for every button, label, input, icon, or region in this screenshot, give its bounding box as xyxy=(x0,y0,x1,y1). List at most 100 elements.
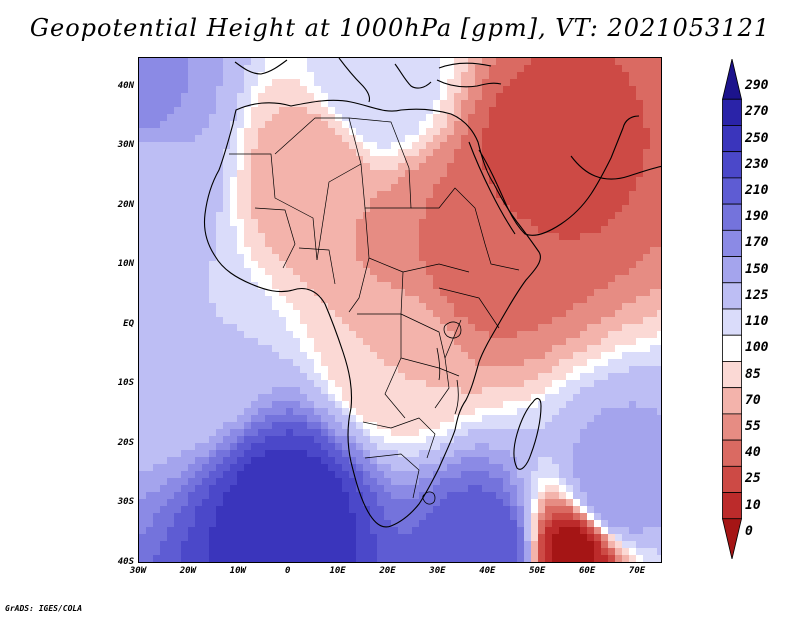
field-cell xyxy=(293,205,301,213)
field-cell xyxy=(524,338,532,346)
field-cell xyxy=(237,142,245,150)
field-cell xyxy=(258,149,266,157)
field-cell xyxy=(622,324,630,332)
field-cell xyxy=(531,79,539,87)
field-cell xyxy=(461,513,469,521)
field-cell xyxy=(468,296,476,304)
field-cell xyxy=(146,331,154,339)
field-cell xyxy=(146,289,154,297)
field-cell xyxy=(468,415,476,423)
field-cell xyxy=(531,177,539,185)
field-cell xyxy=(384,478,392,486)
field-cell xyxy=(321,359,329,367)
field-cell xyxy=(293,296,301,304)
field-cell xyxy=(335,408,343,416)
field-cell xyxy=(608,338,616,346)
field-cell xyxy=(384,254,392,262)
field-cell xyxy=(188,373,196,381)
field-cell xyxy=(160,338,168,346)
field-cell xyxy=(503,135,511,143)
field-cell xyxy=(370,142,378,150)
field-cell xyxy=(181,149,189,157)
field-cell xyxy=(608,324,616,332)
field-cell xyxy=(237,282,245,290)
field-cell xyxy=(174,352,182,360)
field-cell xyxy=(482,457,490,465)
field-cell xyxy=(601,219,609,227)
field-cell xyxy=(384,100,392,108)
field-cell xyxy=(475,331,483,339)
field-cell xyxy=(258,436,266,444)
field-cell xyxy=(391,324,399,332)
field-cell xyxy=(482,86,490,94)
field-cell xyxy=(153,142,161,150)
field-cell xyxy=(510,184,518,192)
field-cell xyxy=(454,317,462,325)
field-cell xyxy=(412,212,420,220)
field-cell xyxy=(342,247,350,255)
field-cell xyxy=(412,289,420,297)
field-cell xyxy=(517,457,525,465)
field-cell xyxy=(286,359,294,367)
field-cell xyxy=(251,128,259,136)
field-cell xyxy=(195,303,203,311)
field-cell xyxy=(440,317,448,325)
field-cell xyxy=(314,261,322,269)
field-cell xyxy=(342,443,350,451)
field-cell xyxy=(293,485,301,493)
field-cell xyxy=(594,247,602,255)
field-cell xyxy=(188,443,196,451)
field-cell xyxy=(545,387,553,395)
field-cell xyxy=(258,261,266,269)
field-cell xyxy=(244,198,252,206)
field-cell xyxy=(307,513,315,521)
field-cell xyxy=(279,296,287,304)
field-cell xyxy=(489,429,497,437)
field-cell xyxy=(174,93,182,101)
field-cell xyxy=(237,184,245,192)
field-cell xyxy=(251,366,259,374)
field-cell xyxy=(559,191,567,199)
field-cell xyxy=(363,499,371,507)
field-cell xyxy=(307,275,315,283)
field-cell xyxy=(146,261,154,269)
field-cell xyxy=(307,219,315,227)
field-cell xyxy=(594,114,602,122)
field-cell xyxy=(202,107,210,115)
field-cell xyxy=(622,366,630,374)
field-cell xyxy=(265,422,273,430)
field-cell xyxy=(538,198,546,206)
field-cell xyxy=(615,121,623,129)
field-cell xyxy=(643,450,651,458)
field-cell xyxy=(265,275,273,283)
field-cell xyxy=(573,471,581,479)
field-cell xyxy=(300,170,308,178)
field-cell xyxy=(622,191,630,199)
field-cell xyxy=(545,240,553,248)
field-cell xyxy=(307,247,315,255)
field-cell xyxy=(202,422,210,430)
field-cell xyxy=(335,93,343,101)
field-cell xyxy=(146,415,154,423)
field-cell xyxy=(517,247,525,255)
field-cell xyxy=(244,401,252,409)
field-cell xyxy=(237,100,245,108)
field-cell xyxy=(587,149,595,157)
field-cell xyxy=(314,373,322,381)
field-cell xyxy=(559,317,567,325)
field-cell xyxy=(181,107,189,115)
field-cell xyxy=(370,58,378,66)
field-cell xyxy=(426,121,434,129)
field-cell xyxy=(517,212,525,220)
field-cell xyxy=(545,478,553,486)
field-cell xyxy=(209,163,217,171)
field-cell xyxy=(328,499,336,507)
field-cell xyxy=(391,261,399,269)
field-cell xyxy=(468,79,476,87)
field-cell xyxy=(531,191,539,199)
field-cell xyxy=(139,142,147,150)
field-cell xyxy=(580,387,588,395)
field-cell xyxy=(195,226,203,234)
field-cell xyxy=(349,86,357,94)
field-cell xyxy=(160,506,168,514)
